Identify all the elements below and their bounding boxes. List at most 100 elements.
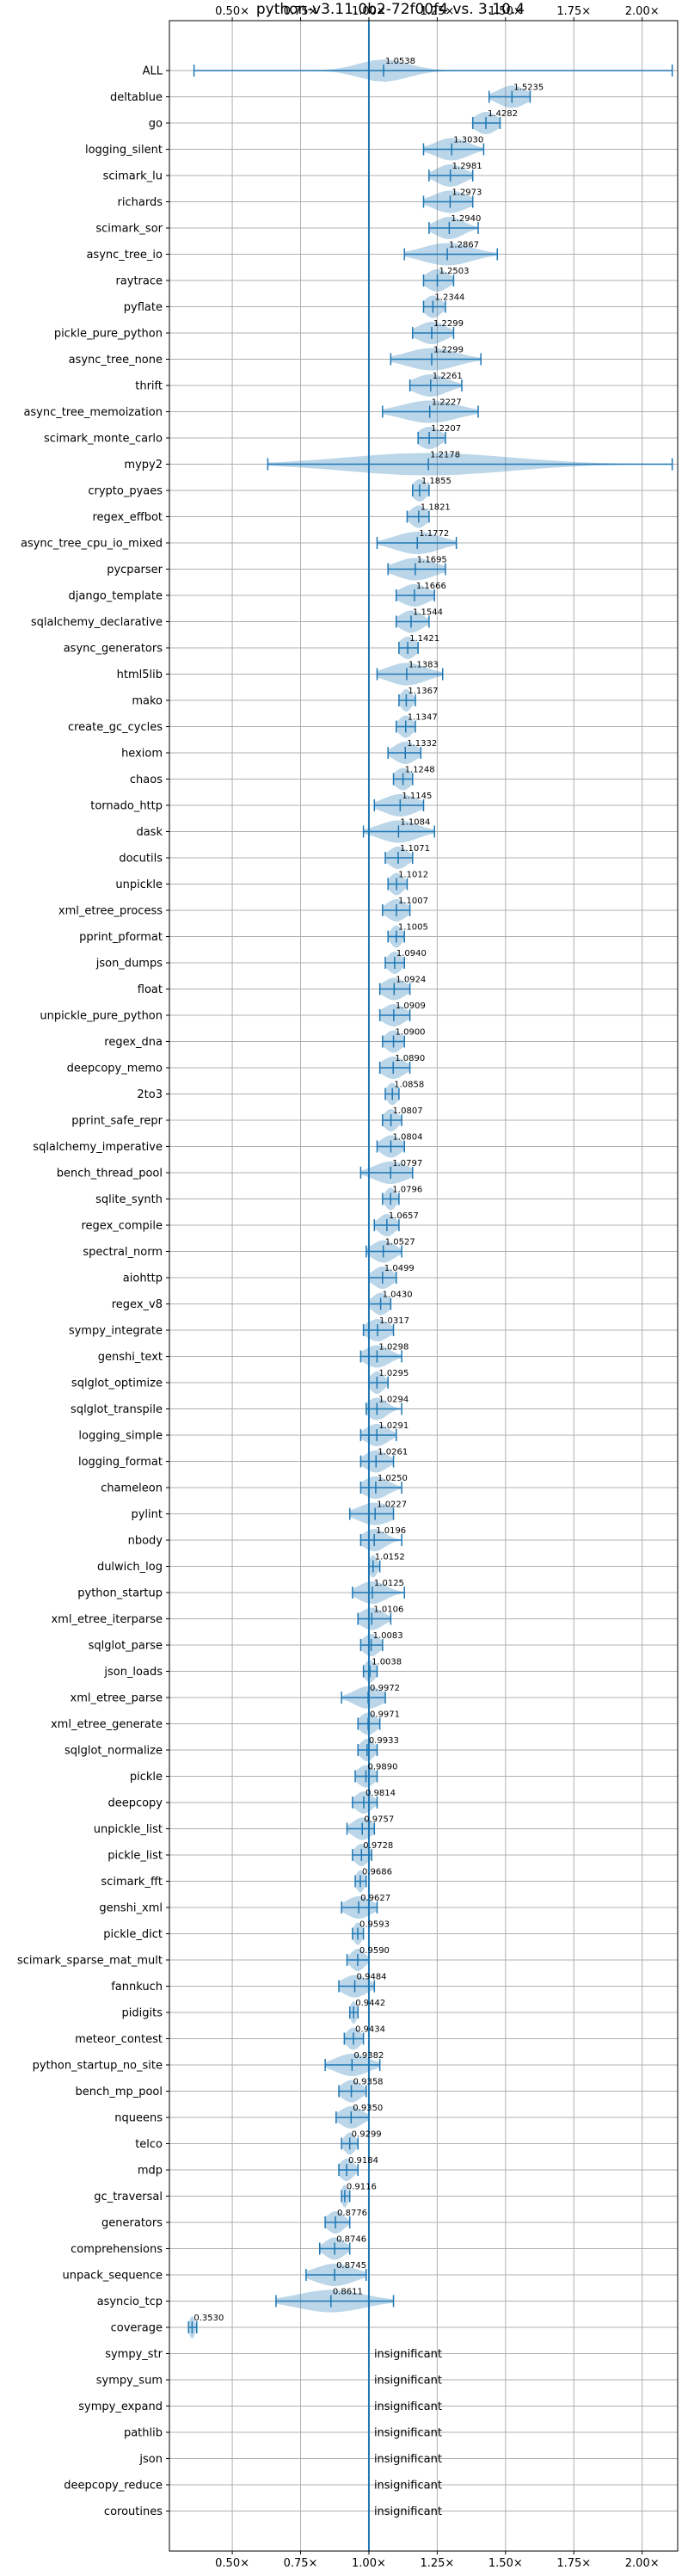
category-label: 2to3 xyxy=(137,1088,163,1101)
value-label: 1.0909 xyxy=(396,1001,426,1011)
value-label: 1.0807 xyxy=(393,1106,423,1116)
category-label: scimark_sparse_mat_mult xyxy=(17,1955,163,1968)
value-label: 0.8745 xyxy=(336,2261,366,2271)
category-label: comprehensions xyxy=(71,2243,163,2256)
x-tick-label-top: 0.50× xyxy=(215,5,249,18)
value-label: 1.0527 xyxy=(385,1238,415,1248)
violin-layer xyxy=(187,59,673,2339)
value-label: 0.9434 xyxy=(355,2025,385,2035)
x-tick-label-top: 0.75× xyxy=(284,5,318,18)
value-label: 1.2178 xyxy=(430,451,460,460)
value-label: 1.1367 xyxy=(408,687,438,696)
category-label: scimark_lu xyxy=(103,170,163,183)
value-label: 1.0804 xyxy=(392,1133,422,1143)
category-label: django_template xyxy=(69,590,163,603)
value-label: 0.9299 xyxy=(352,2130,382,2140)
value-label: 0.9890 xyxy=(367,1763,397,1772)
value-label: 0.9442 xyxy=(355,1999,385,2008)
value-label: 0.9757 xyxy=(364,1815,394,1825)
value-label: 1.0227 xyxy=(377,1501,407,1510)
insignificant-label: insignificant xyxy=(374,2480,442,2493)
value-label: 1.0538 xyxy=(385,57,415,66)
value-label: 1.0261 xyxy=(378,1448,408,1457)
value-label: 0.9728 xyxy=(363,1841,393,1851)
category-label: coroutines xyxy=(104,2505,163,2518)
value-label: 1.5235 xyxy=(513,83,544,93)
value-label: 1.2227 xyxy=(432,398,462,408)
value-label: 1.1012 xyxy=(398,871,428,880)
value-label: 1.0797 xyxy=(392,1159,422,1168)
value-label: 1.2973 xyxy=(452,188,482,198)
insignificant-label: insignificant xyxy=(374,2400,442,2413)
category-label: sympy_sum xyxy=(96,2375,163,2388)
category-label: regex_dna xyxy=(104,1036,163,1049)
value-label: 1.0038 xyxy=(372,1658,402,1667)
category-label: deltablue xyxy=(110,91,163,104)
value-label: 0.8776 xyxy=(337,2209,367,2218)
value-label: 1.2503 xyxy=(439,267,469,276)
value-label: 1.1007 xyxy=(398,897,428,906)
category-label: mdp xyxy=(138,2165,163,2178)
category-label: pathlib xyxy=(124,2427,163,2440)
chart-title: python-v3.11.0b2-72f00f4 vs. 3.10.4 xyxy=(256,1,525,18)
insignificant-label: insignificant xyxy=(374,2427,442,2440)
category-label: pickle_pure_python xyxy=(54,328,163,341)
value-label: 0.9971 xyxy=(370,1710,400,1720)
value-label: 0.9627 xyxy=(360,1894,390,1903)
x-tick-label-bottom: 0.50× xyxy=(215,2557,249,2570)
value-label: 1.2867 xyxy=(449,241,479,250)
category-label: html5lib xyxy=(117,669,163,681)
category-label: sqlalchemy_imperative xyxy=(33,1141,163,1154)
category-label: pickle_list xyxy=(108,1850,163,1863)
value-label: 1.0291 xyxy=(378,1421,408,1431)
x-tick-label-bottom: 1.25× xyxy=(420,2557,454,2570)
value-label: 1.1695 xyxy=(417,556,447,565)
category-label: pylint xyxy=(131,1508,163,1521)
category-label: logging_format xyxy=(78,1456,163,1469)
category-label: sqlite_synth xyxy=(95,1193,163,1206)
value-label: 1.2940 xyxy=(451,214,481,224)
category-label: json_dumps xyxy=(95,958,163,971)
category-label: telco xyxy=(135,2138,163,2151)
category-label: unpickle_pure_python xyxy=(40,1010,163,1023)
x-tick-label-bottom: 2.00× xyxy=(625,2557,660,2570)
value-label: 1.2299 xyxy=(433,319,464,329)
category-label: fannkuch xyxy=(111,1981,163,1994)
category-label: async_tree_cpu_io_mixed xyxy=(21,538,163,551)
category-label: richards xyxy=(118,196,163,209)
value-label: 1.3030 xyxy=(453,136,483,145)
value-label: 1.0499 xyxy=(384,1264,415,1273)
category-label: mako xyxy=(132,695,163,708)
category-label: deepcopy_memo xyxy=(67,1063,163,1075)
x-tick-label-bottom: 1.50× xyxy=(488,2557,523,2570)
value-label: 1.1821 xyxy=(421,503,451,513)
insignificant-label: insignificant xyxy=(374,2375,442,2388)
value-label: 0.9358 xyxy=(353,2078,384,2087)
value-label: 1.0083 xyxy=(373,1631,403,1641)
value-label: 1.0250 xyxy=(378,1474,408,1483)
value-label: 1.1248 xyxy=(405,766,435,775)
category-label: json_loads xyxy=(103,1666,163,1679)
x-tick-label-top: 1.25× xyxy=(420,5,454,18)
label-layer: 0.50× 0.50× 0.75× 0.75× 1.00× 1.00× 1.25× 1.25×… xyxy=(17,5,660,2570)
value-label: 1.0317 xyxy=(379,1316,409,1326)
category-label: xml_etree_iterparse xyxy=(51,1613,163,1626)
value-label: 0.9972 xyxy=(370,1684,400,1693)
category-label: regex_effbot xyxy=(92,511,163,524)
value-label: 1.1421 xyxy=(409,634,439,644)
category-label: sqlglot_normalize xyxy=(64,1745,163,1758)
category-label: go xyxy=(149,118,163,131)
value-label: 0.9350 xyxy=(353,2104,383,2113)
category-label: xml_etree_generate xyxy=(51,1718,163,1731)
value-label: 1.4282 xyxy=(488,109,518,119)
category-label: bench_thread_pool xyxy=(57,1168,163,1180)
category-label: gc_traversal xyxy=(94,2191,163,2203)
category-label: unpack_sequence xyxy=(62,2270,163,2283)
category-label: genshi_xml xyxy=(99,1902,163,1915)
value-label: 0.9116 xyxy=(347,2183,377,2192)
category-label: coverage xyxy=(111,2322,163,2335)
value-label: 0.9814 xyxy=(366,1789,396,1798)
category-label: unpickle xyxy=(115,878,163,891)
category-label: scimark_monte_carlo xyxy=(44,433,163,446)
